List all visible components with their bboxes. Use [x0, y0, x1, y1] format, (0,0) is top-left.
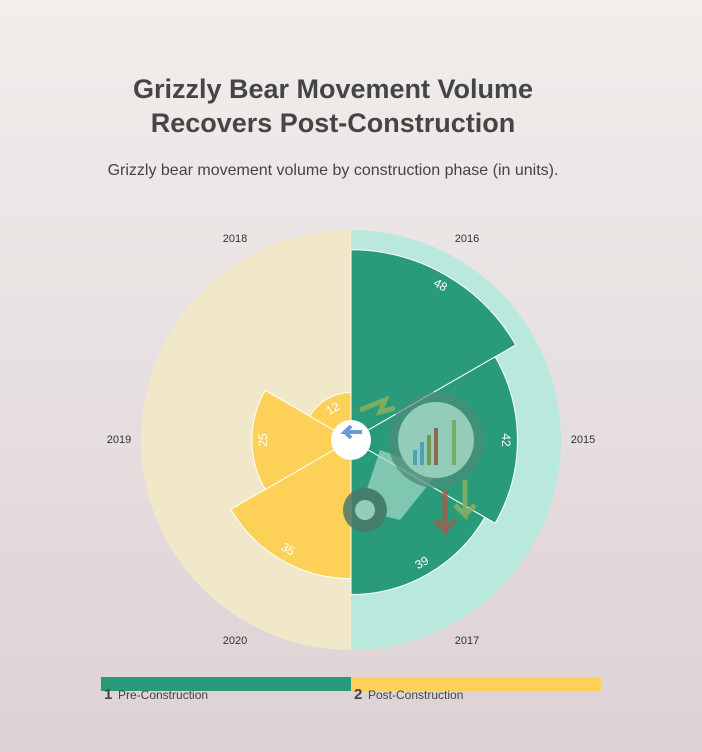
icon-bar: [413, 450, 417, 465]
legend-swatch: [351, 677, 601, 691]
sector: [251, 389, 353, 491]
value-label: 42: [499, 433, 513, 447]
legend-number: 2: [354, 686, 362, 703]
sectors: [230, 249, 518, 596]
legend-number: 1: [104, 686, 112, 703]
category-label: 2019: [107, 434, 131, 446]
value-label: 48: [431, 276, 450, 295]
arrow: [340, 424, 362, 440]
sector: [350, 249, 517, 441]
icon-bar: [427, 435, 431, 465]
category-label: 2018: [223, 233, 247, 245]
value-label: 39: [413, 553, 432, 572]
chart-subtitle: Grizzly bear movement volume by construc…: [108, 162, 559, 179]
legend-swatch: [101, 677, 351, 691]
icon-bar: [434, 428, 438, 465]
chart-title: Recovers Post-Construction: [151, 108, 516, 138]
gear-inner: [355, 500, 375, 520]
legend-label: Post-Construction: [368, 688, 463, 702]
value-label: 35: [279, 540, 298, 559]
value-label: 25: [256, 433, 270, 447]
arrow: [453, 480, 477, 522]
sector: [230, 439, 352, 580]
illustration: [343, 392, 484, 537]
value-label: 12: [324, 399, 343, 418]
arrow: [359, 395, 396, 416]
icon-bar: [452, 420, 456, 465]
category-label: 2020: [223, 635, 247, 647]
arrow: [433, 490, 457, 537]
legend-label: Pre-Construction: [118, 688, 208, 702]
category-label: 2017: [455, 635, 479, 647]
legend: 1 Pre-Construction 2 Post-Construction: [101, 677, 601, 703]
category-label: 2015: [571, 434, 595, 446]
icon-bar: [420, 442, 424, 465]
labels: 48 2016 42 2015 39 2017 35 2020 25 2019 12 2018: [107, 233, 595, 647]
chart-title: Grizzly Bear Movement Volume: [133, 74, 533, 104]
category-label: 2016: [455, 233, 479, 245]
